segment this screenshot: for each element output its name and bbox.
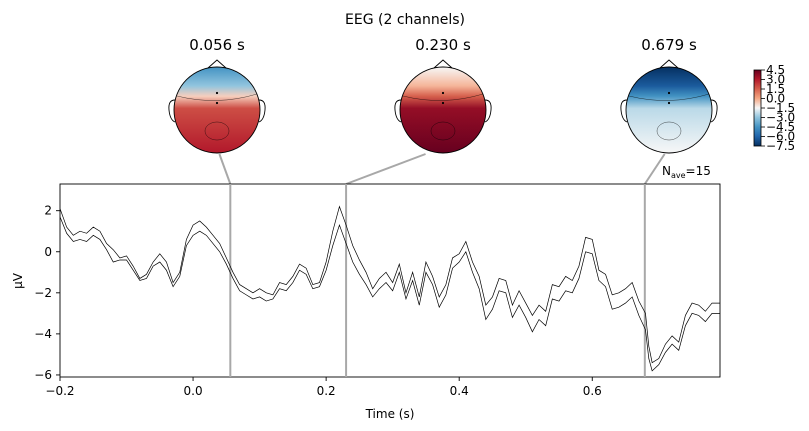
time-connector <box>345 153 426 185</box>
colorbar-tick-label: −4.5 <box>766 120 795 134</box>
colorbar-tick-label: 1.5 <box>766 82 785 96</box>
colorbar-gradient <box>753 69 762 147</box>
right-ear-icon <box>258 99 266 123</box>
figure-title: EEG (2 channels) <box>345 12 465 28</box>
x-tick-label: 0.6 <box>583 384 602 398</box>
nose-icon <box>659 59 679 69</box>
left-ear-icon <box>394 99 402 123</box>
nose-icon <box>433 59 453 69</box>
colorbar-tick-label: 4.5 <box>766 63 785 77</box>
topomap-1: 0.056 s <box>168 36 266 154</box>
topomaps: 0.056 s 0.230 s 0.679 s <box>168 36 718 154</box>
y-tick-label: 2 <box>44 204 52 218</box>
contour-line <box>656 121 682 141</box>
contour-line <box>430 121 456 141</box>
nave-value: =15 <box>686 164 711 178</box>
evoked-axes: −0.2 0.0 0.2 0.4 0.6 2 0 −2 −4 −6 Time (s) µV Na… <box>11 164 721 421</box>
x-tick-label: 0.0 <box>184 384 203 398</box>
sensor-dot <box>215 91 219 95</box>
series-lines <box>60 205 720 372</box>
x-axis-ticks: −0.2 0.0 0.2 0.4 0.6 <box>45 377 602 398</box>
topomap-time-label: 0.230 s <box>415 36 471 54</box>
channel-line-2 <box>60 216 720 372</box>
channel-line-1 <box>60 205 720 364</box>
nave-n: N <box>662 164 671 178</box>
topomap-3: 0.679 s <box>620 36 718 154</box>
plot-frame <box>59 183 721 378</box>
colorbar-tick-label: −6.0 <box>766 130 795 144</box>
time-connector <box>643 153 666 185</box>
y-tick-label: −4 <box>34 327 52 341</box>
contour-line <box>402 93 484 101</box>
contour-line <box>176 93 258 101</box>
y-axis-ticks: 2 0 −2 −4 −6 <box>34 204 60 382</box>
topomap-2: 0.230 s <box>394 36 492 154</box>
sensor-dot <box>441 101 445 105</box>
y-tick-label: 0 <box>44 245 52 259</box>
sensor-dot <box>215 101 219 105</box>
head-map <box>399 66 487 154</box>
nose-icon <box>207 59 227 69</box>
colorbar-tick-label: 0.0 <box>766 92 785 106</box>
colorbar-tick-label: −3.0 <box>766 111 795 125</box>
nave-annotation: Nave=15 <box>662 164 711 180</box>
time-connector <box>218 153 232 185</box>
right-ear-icon <box>484 99 492 123</box>
head-map <box>173 66 261 154</box>
time-markers <box>229 184 646 377</box>
x-tick-label: 0.2 <box>317 384 336 398</box>
sensor-dot <box>441 91 445 95</box>
left-ear-icon <box>168 99 176 123</box>
sensor-dot <box>667 101 671 105</box>
contour-line <box>204 121 230 141</box>
x-tick-label: 0.4 <box>450 384 469 398</box>
contour-line <box>628 93 710 101</box>
sensor-dot <box>667 91 671 95</box>
colorbar-tick-label: −7.5 <box>766 139 795 153</box>
y-tick-label: −2 <box>34 286 52 300</box>
y-tick-label: −6 <box>34 368 52 382</box>
topomap-time-label: 0.056 s <box>189 36 245 54</box>
y-axis-label: µV <box>11 272 25 289</box>
x-axis-label: Time (s) <box>365 407 415 421</box>
colorbar-tick-label: −1.5 <box>766 101 795 115</box>
nave-sub: ave <box>671 171 686 180</box>
time-connectors <box>218 153 666 185</box>
topomap-time-label: 0.679 s <box>641 36 697 54</box>
colorbar-ticks: 4.53.01.50.0−1.5−3.0−4.5−6.0−7.5 <box>761 63 795 153</box>
x-tick-label: −0.2 <box>45 384 74 398</box>
colorbar: 4.53.01.50.0−1.5−3.0−4.5−6.0−7.5 <box>753 63 795 153</box>
right-ear-icon <box>710 99 718 123</box>
left-ear-icon <box>620 99 628 123</box>
colorbar-tick-label: 3.0 <box>766 73 785 87</box>
head-map <box>625 66 713 154</box>
